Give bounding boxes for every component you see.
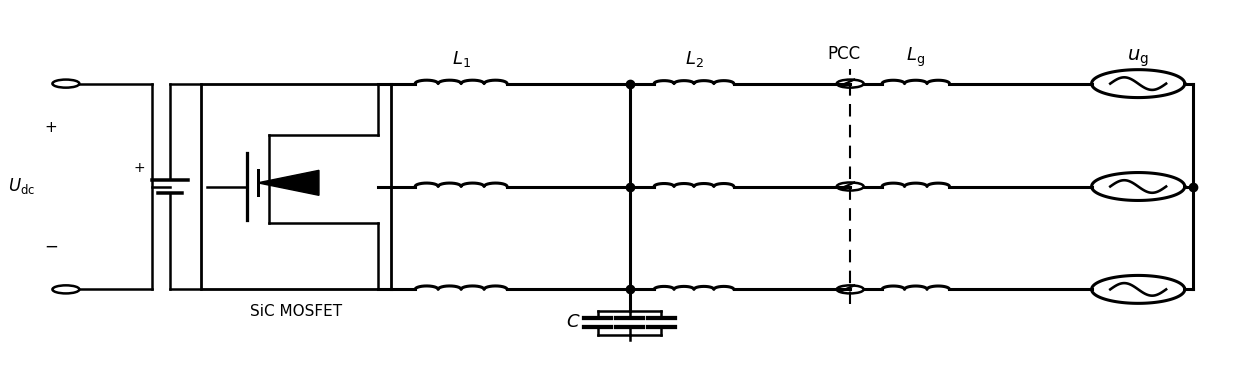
Text: PCC: PCC	[828, 46, 861, 63]
Polygon shape	[258, 170, 318, 195]
Text: $C$: $C$	[566, 313, 581, 332]
Bar	[201, 84, 390, 289]
Text: $-$: $-$	[45, 236, 58, 254]
Text: $U_{\mathrm{dc}}$: $U_{\mathrm{dc}}$	[9, 176, 35, 197]
Text: $L_2$: $L_2$	[685, 49, 704, 69]
Text: $u_{\mathrm{g}}$: $u_{\mathrm{g}}$	[1127, 47, 1149, 69]
Text: +: +	[45, 120, 57, 135]
Text: SiC MOSFET: SiC MOSFET	[249, 304, 342, 319]
Text: $L_1$: $L_1$	[452, 49, 471, 69]
Text: $L_{\mathrm{g}}$: $L_{\mathrm{g}}$	[906, 46, 926, 69]
Text: +: +	[134, 161, 145, 175]
